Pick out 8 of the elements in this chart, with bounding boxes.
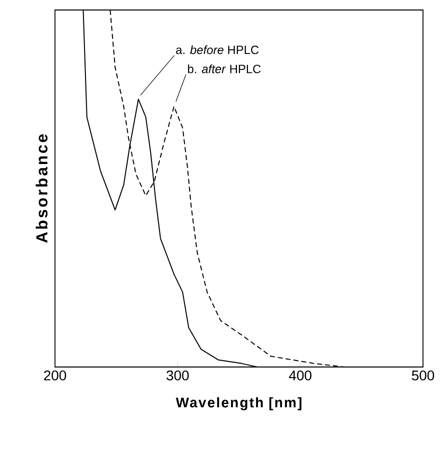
x-tick-label: 500 bbox=[412, 370, 434, 380]
x-tick-label: 200 bbox=[44, 370, 66, 380]
x-tick-label: 400 bbox=[289, 370, 312, 380]
x-tick-label: 300 bbox=[166, 370, 189, 380]
y-axis-title: Absorbance bbox=[36, 134, 48, 243]
annotation: b. after HPLC bbox=[188, 64, 261, 74]
annotation: a. before HPLC bbox=[176, 45, 259, 54]
x-axis-title: Wavelength [nm] bbox=[176, 397, 302, 410]
